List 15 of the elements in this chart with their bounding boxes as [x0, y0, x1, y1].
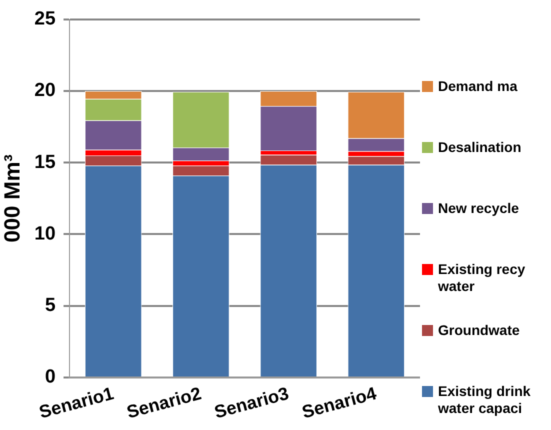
- x-tick-label: Senario3: [212, 383, 291, 422]
- y-tick-label: 20: [34, 80, 56, 102]
- y-tick-label: 10: [34, 223, 56, 244]
- legend-label: Groundwate: [438, 322, 521, 339]
- y-tick-label: 25: [34, 8, 56, 30]
- y-tick-label: 15: [34, 152, 56, 173]
- legend-label: Desalination: [438, 139, 522, 156]
- x-tick-label: Senario2: [124, 383, 204, 422]
- legend-label: Existing recy water: [438, 261, 526, 295]
- legend-label: New recycle: [438, 200, 520, 217]
- x-tick-label: Senario4: [300, 383, 379, 422]
- y-tick-label: 5: [44, 295, 56, 316]
- legend-label: Demand ma: [438, 78, 518, 95]
- legend-label: Existing drink water capaci: [438, 383, 532, 417]
- y-axis-title: 000 Mm³: [0, 154, 24, 242]
